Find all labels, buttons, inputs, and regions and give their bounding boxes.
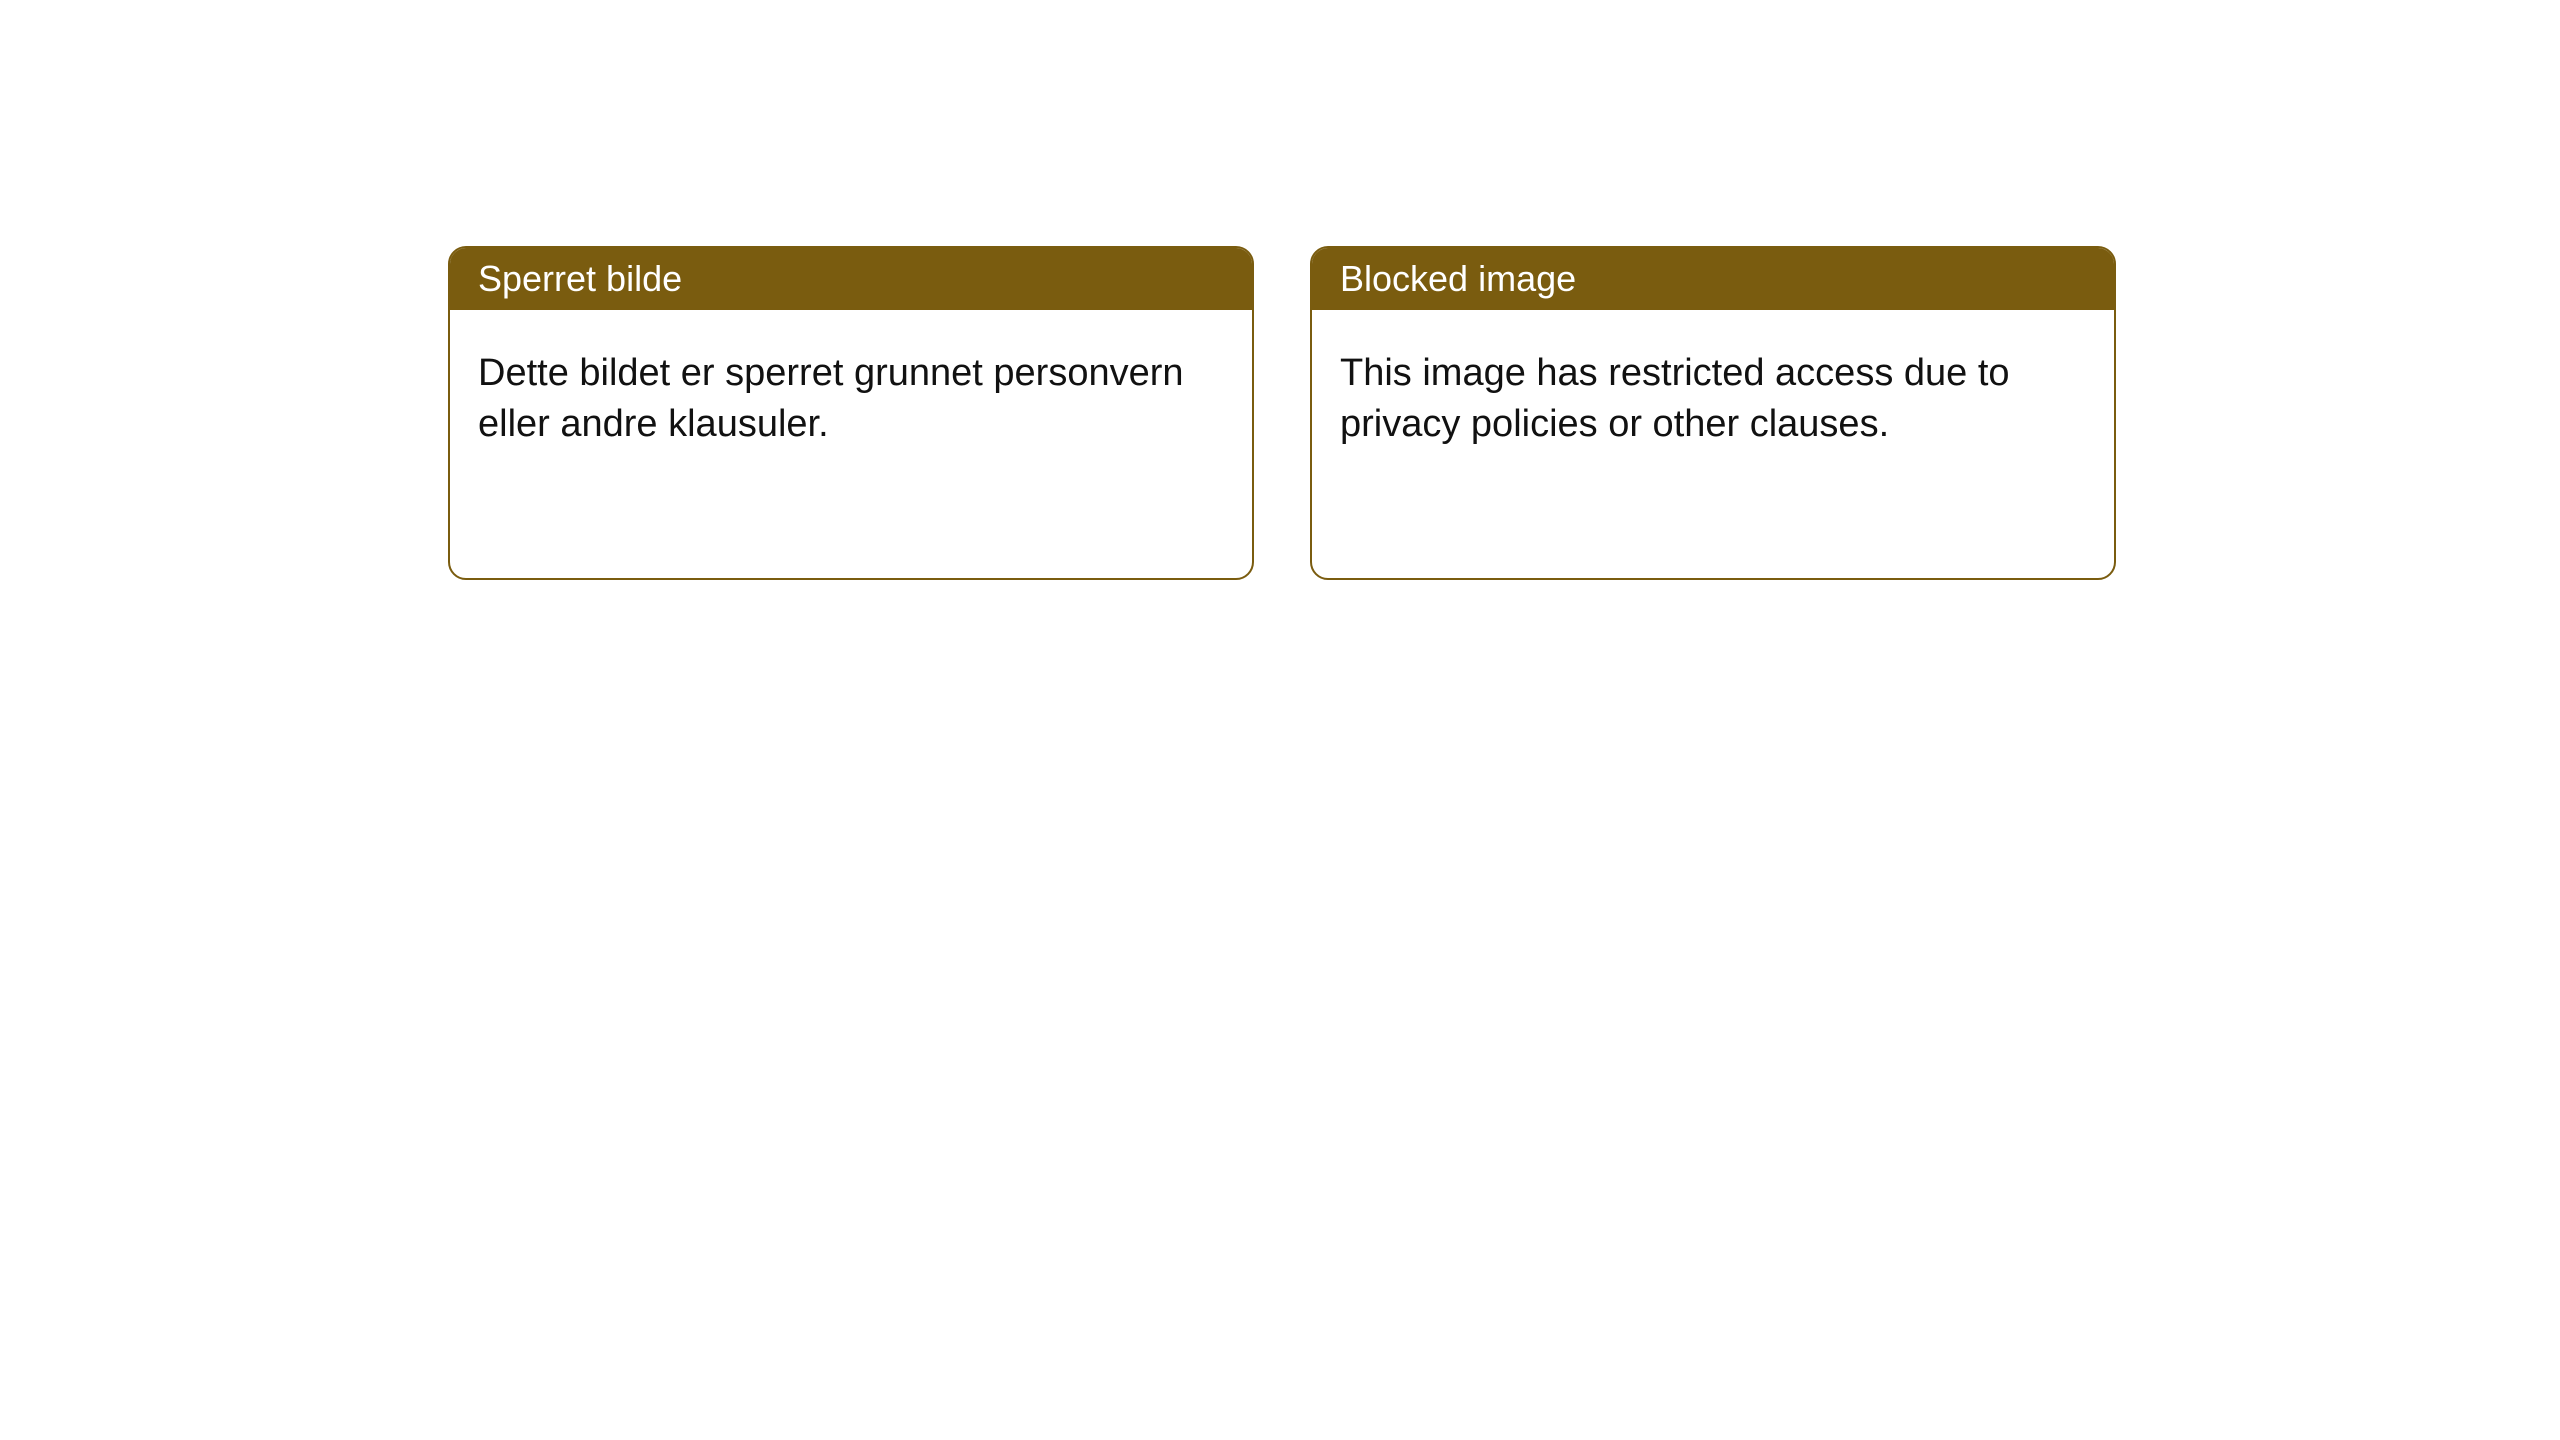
notice-header: Blocked image	[1312, 248, 2114, 310]
notice-container: Sperret bilde Dette bildet er sperret gr…	[0, 0, 2560, 580]
notice-box-english: Blocked image This image has restricted …	[1310, 246, 2116, 580]
notice-body: This image has restricted access due to …	[1312, 310, 2114, 489]
notice-header: Sperret bilde	[450, 248, 1252, 310]
notice-body: Dette bildet er sperret grunnet personve…	[450, 310, 1252, 489]
notice-box-norwegian: Sperret bilde Dette bildet er sperret gr…	[448, 246, 1254, 580]
